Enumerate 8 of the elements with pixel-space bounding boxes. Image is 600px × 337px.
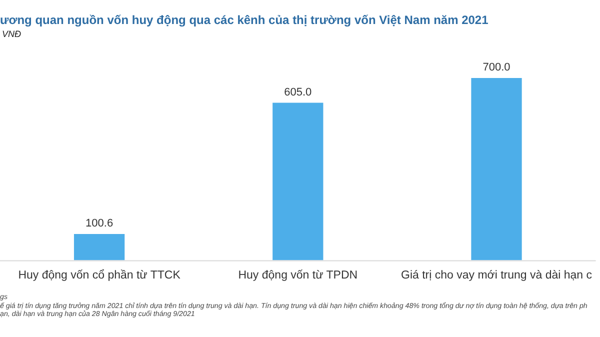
chart-title: ương quan nguồn vốn huy động qua các kênh của thị trường vốn Việt Nam năm 2021 <box>0 13 488 27</box>
x-tick-label: Giá trị cho vay mới trung và dài hạn c <box>401 269 592 282</box>
data-label: 100.6 <box>86 218 114 230</box>
x-tick-label: Huy động vốn cổ phần từ TTCK <box>18 268 181 282</box>
data-label: 700.0 <box>482 62 510 74</box>
chart-subtitle: VNĐ <box>2 29 22 39</box>
x-tick-label: Huy động vốn từ TPDN <box>238 269 358 282</box>
data-label: 605.0 <box>284 86 312 98</box>
